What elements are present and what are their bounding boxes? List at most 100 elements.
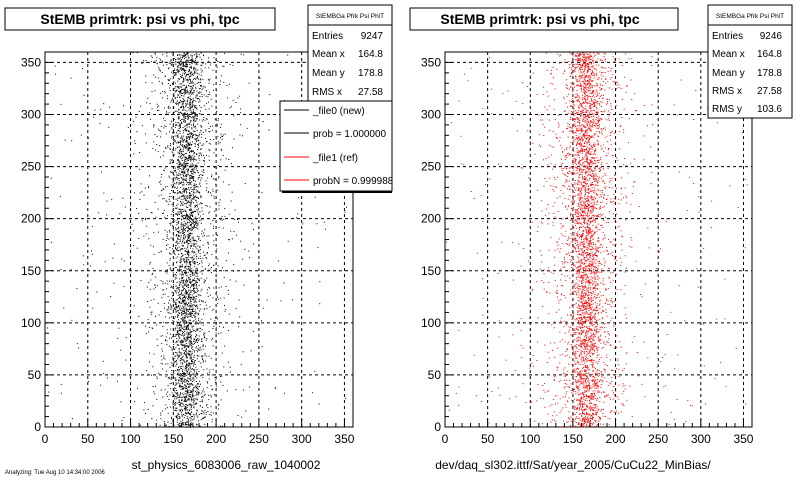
data-point (197, 393, 199, 395)
data-point (184, 271, 186, 273)
data-point (171, 203, 173, 205)
data-point (164, 339, 166, 341)
data-point (178, 301, 180, 303)
data-point (586, 214, 588, 216)
data-point (190, 156, 192, 158)
data-point (199, 346, 201, 348)
data-point (190, 397, 192, 399)
data-point (183, 99, 185, 101)
data-point (160, 362, 162, 364)
data-point (189, 301, 191, 303)
left-axis-ticks: 0 50 100 150 200 250 300 3500501001502002503003… (21, 55, 355, 446)
data-point (189, 396, 191, 398)
data-point (188, 354, 190, 356)
data-point (182, 184, 184, 186)
data-point (211, 105, 213, 107)
data-point (179, 123, 181, 125)
data-point (192, 419, 194, 421)
data-point (179, 384, 181, 386)
data-point (182, 341, 184, 343)
data-point (169, 231, 171, 233)
data-point (193, 279, 195, 281)
data-point (582, 181, 584, 183)
data-point (159, 92, 161, 94)
data-point (166, 201, 168, 203)
data-point (610, 299, 612, 301)
data-point (174, 370, 176, 372)
data-point (611, 390, 613, 392)
data-point (194, 224, 196, 226)
data-point (202, 235, 204, 237)
data-point (189, 274, 191, 276)
left-grid (45, 52, 353, 427)
data-point (196, 240, 198, 242)
data-point (220, 80, 222, 82)
data-point (182, 214, 184, 216)
data-point (203, 394, 205, 396)
data-point (185, 261, 187, 263)
data-point (194, 156, 196, 158)
data-point (555, 133, 557, 135)
data-point (183, 53, 185, 55)
data-point (224, 215, 226, 217)
data-point (178, 174, 180, 176)
data-point (198, 78, 200, 80)
data-point (170, 143, 172, 145)
data-point (179, 360, 181, 362)
data-point (155, 276, 157, 278)
data-point (183, 156, 185, 158)
data-point (213, 240, 215, 242)
data-point (188, 196, 190, 198)
data-point (199, 91, 201, 93)
data-point (189, 187, 191, 189)
data-point (198, 278, 200, 280)
data-point (208, 80, 210, 82)
data-point (170, 196, 172, 198)
data-point (178, 289, 180, 291)
data-point (171, 121, 173, 123)
data-point (178, 324, 180, 326)
data-point (179, 126, 181, 128)
data-point (572, 307, 574, 309)
data-point (160, 418, 162, 420)
data-point (152, 405, 154, 407)
data-point (196, 108, 198, 110)
data-point (189, 383, 191, 385)
data-point (556, 242, 558, 244)
data-point (183, 114, 185, 116)
data-point (575, 158, 577, 160)
data-point (178, 314, 180, 316)
data-point (319, 303, 321, 305)
data-point (167, 295, 169, 297)
data-point (184, 217, 186, 219)
data-point (218, 176, 220, 178)
data-point (60, 268, 62, 270)
data-point (197, 178, 199, 180)
data-point (634, 93, 636, 95)
data-point (209, 78, 211, 80)
data-point (181, 216, 183, 218)
data-point (195, 78, 197, 80)
data-point (197, 172, 199, 174)
data-point (191, 228, 193, 230)
data-point (237, 221, 239, 223)
data-point (187, 334, 189, 336)
data-point (198, 73, 200, 75)
data-point (197, 222, 199, 224)
data-point (197, 245, 199, 247)
data-point (176, 240, 178, 242)
data-point (193, 126, 195, 128)
data-point (176, 373, 178, 375)
data-point (176, 287, 178, 289)
data-point (183, 310, 185, 312)
data-point (594, 381, 596, 383)
data-point (586, 157, 588, 159)
data-point (165, 126, 167, 128)
data-point (186, 74, 188, 76)
data-point (192, 158, 194, 160)
data-point (184, 375, 186, 377)
data-point (195, 64, 197, 66)
data-point (196, 415, 198, 417)
data-point (249, 386, 251, 388)
data-point (180, 374, 182, 376)
